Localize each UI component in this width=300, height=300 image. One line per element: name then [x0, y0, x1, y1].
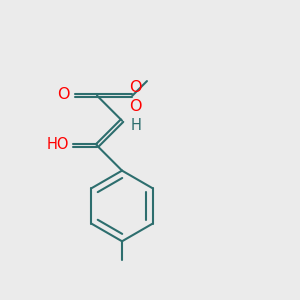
- Text: H: H: [130, 118, 141, 134]
- Text: O: O: [129, 80, 142, 95]
- Text: HO: HO: [46, 137, 69, 152]
- Text: O: O: [57, 87, 70, 102]
- Text: O: O: [129, 99, 142, 114]
